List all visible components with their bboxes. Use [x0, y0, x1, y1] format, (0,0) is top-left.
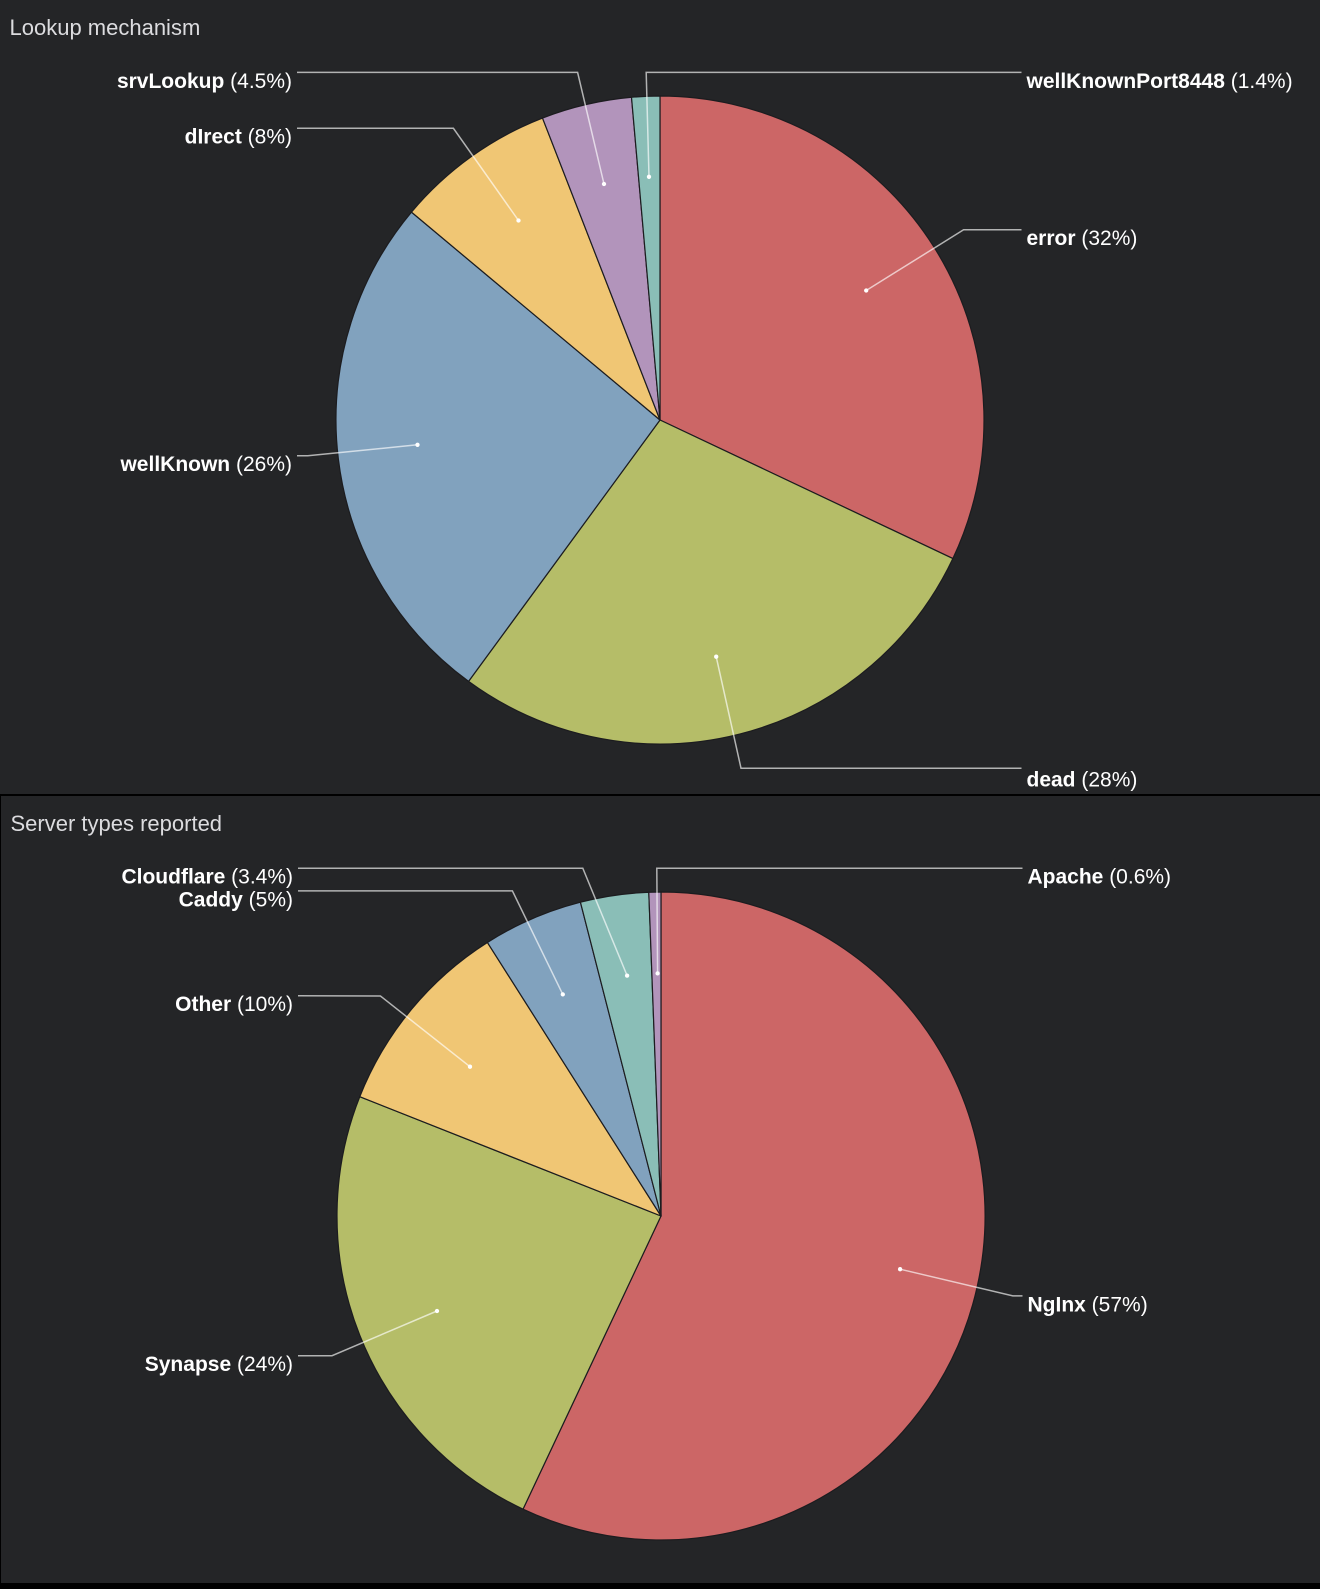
svg-text:Synapse (24%): Synapse (24%)	[145, 1353, 293, 1376]
svg-text:Caddy (5%): Caddy (5%)	[179, 888, 293, 911]
svg-text:NgInx (57%): NgInx (57%)	[1028, 1293, 1148, 1316]
svg-text:Other (10%): Other (10%)	[175, 993, 293, 1016]
svg-text:srvLookup (4.5%): srvLookup (4.5%)	[117, 70, 292, 93]
svg-text:Server types reported: Server types reported	[11, 811, 223, 836]
svg-text:Apache (0.6%): Apache (0.6%)	[1028, 866, 1172, 889]
svg-text:dead (28%): dead (28%)	[1027, 768, 1138, 791]
svg-text:dIrect (8%): dIrect (8%)	[185, 126, 292, 149]
svg-text:wellKnown (26%): wellKnown (26%)	[119, 453, 292, 476]
svg-text:wellKnownPort8448 (1.4%): wellKnownPort8448 (1.4%)	[1026, 70, 1293, 93]
svg-text:Cloudflare (3.4%): Cloudflare (3.4%)	[121, 866, 293, 889]
svg-text:Lookup mechanism: Lookup mechanism	[10, 15, 201, 40]
svg-text:error (32%): error (32%)	[1027, 227, 1138, 250]
